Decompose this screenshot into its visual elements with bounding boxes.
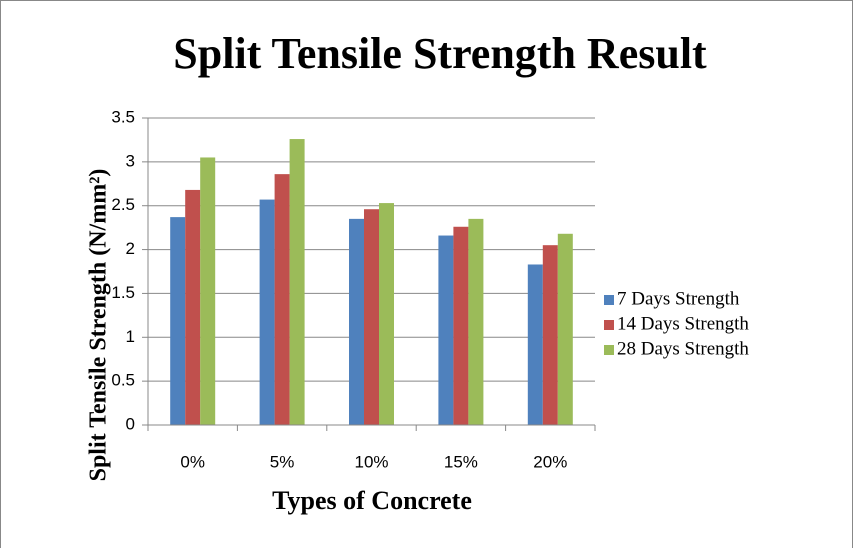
bar <box>200 157 216 425</box>
bar <box>453 226 469 425</box>
x-tick-label: 0% <box>180 452 205 471</box>
bar <box>438 235 454 425</box>
bar <box>170 217 186 425</box>
bar <box>259 199 275 425</box>
chart-title: Split Tensile Strength Result <box>173 29 707 78</box>
y-tick-label: 3.5 <box>111 107 135 126</box>
bar <box>468 218 484 425</box>
y-tick-label: 2.5 <box>111 195 135 214</box>
x-tick-label: 20% <box>533 452 567 471</box>
bar <box>289 139 305 425</box>
legend-swatch <box>604 320 614 330</box>
bar <box>379 203 394 425</box>
legend-label: 14 Days Strength <box>617 313 749 334</box>
x-axis-label: Types of Concrete <box>272 486 472 515</box>
legend-label: 7 Days Strength <box>617 288 740 309</box>
y-tick-label: 2 <box>126 239 135 258</box>
bar <box>557 233 573 425</box>
y-axis-label: Split Tensile Strength (N/mm²) <box>86 169 112 482</box>
legend-swatch <box>604 295 614 305</box>
bar <box>542 245 558 425</box>
y-tick-label: 3 <box>126 151 135 170</box>
x-tick-label: 5% <box>270 452 295 471</box>
x-tick-label: 10% <box>354 452 388 471</box>
bar <box>185 189 201 425</box>
bar <box>349 218 364 425</box>
x-tick-label: 15% <box>444 452 478 471</box>
legend-swatch <box>604 345 614 355</box>
legend-label: 28 Days Strength <box>617 338 749 359</box>
bar <box>527 264 543 425</box>
bar <box>274 174 290 425</box>
y-tick-label: 1.5 <box>111 283 135 302</box>
bar <box>364 209 379 425</box>
y-tick-label: 1 <box>126 327 135 346</box>
y-tick-label: 0.5 <box>111 371 135 390</box>
y-tick-label: 0 <box>126 414 135 433</box>
